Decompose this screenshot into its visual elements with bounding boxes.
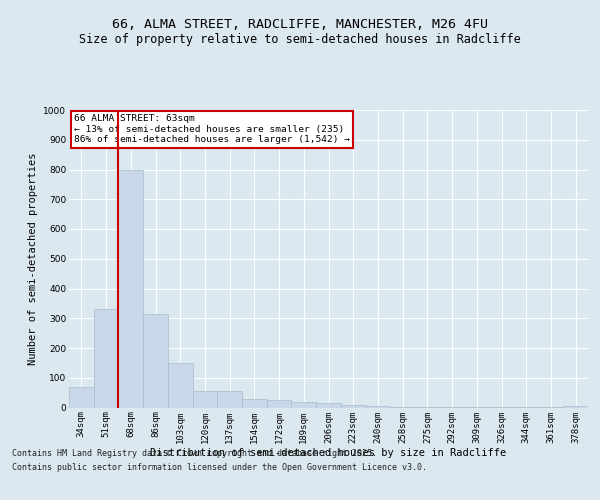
Text: Contains public sector information licensed under the Open Government Licence v3: Contains public sector information licen… [12,464,427,472]
Text: Contains HM Land Registry data © Crown copyright and database right 2025.: Contains HM Land Registry data © Crown c… [12,448,377,458]
Bar [292,402,316,407]
Bar [390,406,415,408]
Text: 66 ALMA STREET: 63sqm
← 13% of semi-detached houses are smaller (235)
86% of sem: 66 ALMA STREET: 63sqm ← 13% of semi-deta… [74,114,350,144]
Bar [242,398,267,407]
Bar [365,406,390,407]
Bar [94,310,118,408]
Y-axis label: Number of semi-detached properties: Number of semi-detached properties [28,152,38,365]
Bar [415,407,440,408]
Text: 66, ALMA STREET, RADCLIFFE, MANCHESTER, M26 4FU: 66, ALMA STREET, RADCLIFFE, MANCHESTER, … [112,18,488,30]
Bar [69,386,94,407]
Bar [118,170,143,408]
Text: Size of property relative to semi-detached houses in Radcliffe: Size of property relative to semi-detach… [79,32,521,46]
Bar [193,391,217,407]
Bar [440,407,464,408]
Bar [341,404,365,407]
Bar [143,314,168,408]
Bar [168,363,193,408]
Bar [563,406,588,407]
Bar [316,403,341,407]
X-axis label: Distribution of semi-detached houses by size in Radcliffe: Distribution of semi-detached houses by … [151,448,506,458]
Bar [217,391,242,407]
Bar [267,400,292,407]
